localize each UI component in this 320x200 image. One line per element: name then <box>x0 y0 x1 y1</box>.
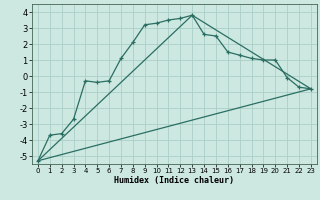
X-axis label: Humidex (Indice chaleur): Humidex (Indice chaleur) <box>115 176 234 185</box>
